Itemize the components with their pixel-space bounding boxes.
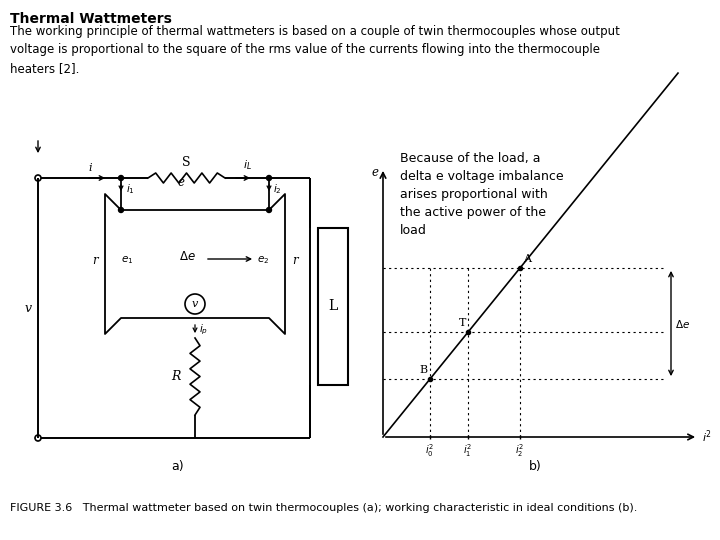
- Text: v: v: [192, 299, 198, 309]
- Text: i: i: [89, 163, 91, 173]
- Circle shape: [266, 207, 271, 213]
- Bar: [318, 228, 348, 385]
- Text: $e_2$: $e_2$: [257, 254, 269, 266]
- Text: Because of the load, a
delta e voltage imbalance
arises proportional with
the ac: Because of the load, a delta e voltage i…: [400, 152, 564, 237]
- Circle shape: [119, 176, 124, 180]
- Text: e: e: [371, 166, 378, 179]
- Text: A: A: [523, 254, 531, 264]
- Text: Thermal Wattmeters: Thermal Wattmeters: [10, 12, 172, 26]
- Text: $e_1$: $e_1$: [121, 254, 133, 266]
- Text: L: L: [328, 300, 338, 314]
- Text: $i_1$: $i_1$: [126, 182, 135, 196]
- Circle shape: [119, 207, 124, 213]
- Text: $i^2$: $i^2$: [702, 429, 712, 446]
- Text: The working principle of thermal wattmeters is based on a couple of twin thermoc: The working principle of thermal wattmet…: [10, 25, 620, 75]
- Text: $i_p$: $i_p$: [199, 323, 208, 337]
- Text: r: r: [292, 254, 297, 267]
- Text: $i_L$: $i_L$: [243, 158, 251, 172]
- Text: $i_0^2$: $i_0^2$: [426, 442, 434, 459]
- Text: R: R: [171, 370, 181, 383]
- Text: $\Delta e$: $\Delta e$: [675, 318, 690, 329]
- Text: $i_2$: $i_2$: [273, 182, 282, 196]
- Circle shape: [266, 176, 271, 180]
- Text: T: T: [459, 318, 466, 328]
- Text: b): b): [528, 460, 541, 473]
- Text: S: S: [182, 156, 191, 169]
- Text: $i_1^2$: $i_1^2$: [464, 442, 472, 459]
- Text: FIGURE 3.6   Thermal wattmeter based on twin thermocouples (a); working characte: FIGURE 3.6 Thermal wattmeter based on tw…: [10, 503, 637, 513]
- Text: $i_2^2$: $i_2^2$: [516, 442, 524, 459]
- Text: e: e: [178, 177, 185, 190]
- Text: $\Delta e$: $\Delta e$: [179, 249, 195, 262]
- Text: v: v: [25, 301, 32, 314]
- Text: r: r: [92, 254, 98, 267]
- Text: a): a): [171, 460, 184, 473]
- Text: B: B: [420, 365, 428, 375]
